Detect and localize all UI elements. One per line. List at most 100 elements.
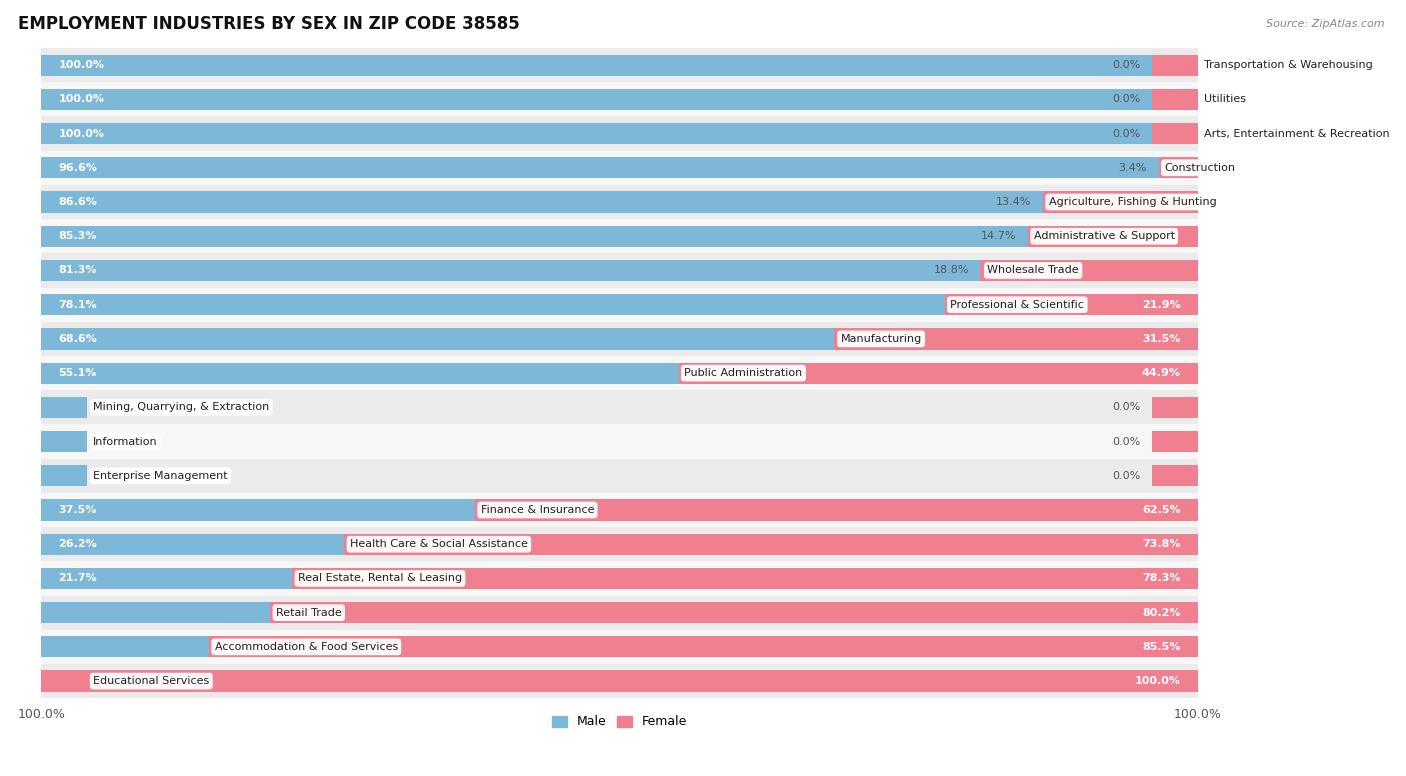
Text: 0.0%: 0.0%	[1112, 60, 1140, 70]
Bar	[41, 527, 1198, 561]
Bar	[41, 328, 835, 349]
Text: Finance & Insurance: Finance & Insurance	[481, 505, 595, 515]
Text: Administrative & Support: Administrative & Support	[1033, 231, 1175, 241]
Text: 86.6%: 86.6%	[59, 197, 97, 207]
Bar	[41, 465, 87, 487]
Text: 85.5%: 85.5%	[1142, 642, 1181, 652]
Text: 0.0%: 0.0%	[1112, 402, 1140, 412]
Bar	[41, 82, 1198, 116]
Bar	[344, 534, 1198, 555]
Text: Enterprise Management: Enterprise Management	[93, 471, 228, 481]
Bar	[834, 328, 1198, 349]
Text: 0.0%: 0.0%	[1112, 95, 1140, 104]
Text: Construction: Construction	[1164, 163, 1236, 173]
Bar	[1028, 226, 1198, 247]
Text: 0.0%: 0.0%	[1112, 129, 1140, 139]
Text: 78.1%: 78.1%	[59, 300, 97, 310]
Bar	[41, 356, 1198, 390]
Text: 13.4%: 13.4%	[995, 197, 1032, 207]
Bar	[41, 116, 1198, 151]
Bar	[679, 362, 1198, 383]
Text: 85.3%: 85.3%	[59, 231, 97, 241]
Bar	[41, 88, 1198, 110]
Text: 0.0%: 0.0%	[98, 676, 127, 686]
Text: 44.9%: 44.9%	[1142, 368, 1181, 378]
Bar	[41, 670, 1198, 691]
Bar	[1152, 54, 1198, 76]
Bar	[980, 260, 1198, 281]
Text: Wholesale Trade: Wholesale Trade	[987, 265, 1078, 275]
Bar	[41, 226, 1028, 247]
Bar	[475, 500, 1198, 521]
Bar	[41, 48, 1198, 82]
Text: Utilities: Utilities	[1204, 95, 1246, 104]
Bar	[1152, 431, 1198, 452]
Text: 68.6%: 68.6%	[59, 334, 97, 344]
Bar	[41, 493, 1198, 527]
Text: 100.0%: 100.0%	[59, 60, 104, 70]
Bar	[1152, 397, 1198, 418]
Bar	[41, 424, 1198, 459]
Bar	[41, 397, 87, 418]
Text: 19.8%: 19.8%	[281, 608, 318, 618]
Bar	[41, 294, 945, 315]
Text: Accommodation & Food Services: Accommodation & Food Services	[215, 642, 398, 652]
Text: 0.0%: 0.0%	[98, 471, 127, 481]
Bar	[41, 636, 209, 657]
Bar	[41, 185, 1198, 219]
Text: Mining, Quarrying, & Extraction: Mining, Quarrying, & Extraction	[93, 402, 270, 412]
Text: 18.8%: 18.8%	[934, 265, 969, 275]
Bar	[209, 636, 1198, 657]
Text: Information: Information	[93, 437, 157, 446]
Bar	[41, 253, 1198, 288]
Bar	[1152, 123, 1198, 144]
Text: Public Administration: Public Administration	[685, 368, 803, 378]
Bar	[1043, 192, 1198, 213]
Text: 0.0%: 0.0%	[98, 402, 127, 412]
Text: Health Care & Social Assistance: Health Care & Social Assistance	[350, 539, 527, 549]
Bar	[41, 219, 1198, 253]
Bar	[41, 260, 981, 281]
Text: Professional & Scientific: Professional & Scientific	[950, 300, 1084, 310]
Text: 37.5%: 37.5%	[59, 505, 97, 515]
Bar	[41, 288, 1198, 322]
Bar	[41, 322, 1198, 356]
Bar	[41, 670, 87, 691]
Text: 100.0%: 100.0%	[59, 95, 104, 104]
Text: 100.0%: 100.0%	[59, 129, 104, 139]
Bar	[270, 602, 1198, 623]
Bar	[41, 534, 344, 555]
Text: 73.8%: 73.8%	[1142, 539, 1181, 549]
Bar	[1152, 88, 1198, 110]
Bar	[41, 362, 679, 383]
Text: Educational Services: Educational Services	[93, 676, 209, 686]
Bar	[41, 664, 1198, 698]
Text: 62.5%: 62.5%	[1142, 505, 1181, 515]
Bar	[41, 459, 1198, 493]
Bar	[41, 158, 1159, 178]
Text: Agriculture, Fishing & Hunting: Agriculture, Fishing & Hunting	[1049, 197, 1216, 207]
Text: Real Estate, Rental & Leasing: Real Estate, Rental & Leasing	[298, 573, 463, 584]
Text: Manufacturing: Manufacturing	[841, 334, 922, 344]
Text: 55.1%: 55.1%	[59, 368, 97, 378]
Text: 14.7%: 14.7%	[981, 231, 1017, 241]
Text: 31.5%: 31.5%	[1142, 334, 1181, 344]
Bar	[41, 123, 1198, 144]
Text: 81.3%: 81.3%	[59, 265, 97, 275]
Bar	[41, 431, 87, 452]
Bar	[41, 568, 292, 589]
Text: 100.0%: 100.0%	[1135, 676, 1181, 686]
Text: 21.9%: 21.9%	[1142, 300, 1181, 310]
Bar	[945, 294, 1198, 315]
Text: 80.2%: 80.2%	[1142, 608, 1181, 618]
Bar	[41, 500, 475, 521]
Legend: Male, Female: Male, Female	[547, 710, 692, 733]
Text: Arts, Entertainment & Recreation: Arts, Entertainment & Recreation	[1204, 129, 1389, 139]
Text: 21.7%: 21.7%	[59, 573, 97, 584]
Text: 96.6%: 96.6%	[59, 163, 97, 173]
Bar	[41, 390, 1198, 424]
Bar	[41, 595, 1198, 630]
Text: 3.4%: 3.4%	[1119, 163, 1147, 173]
Bar	[292, 568, 1198, 589]
Text: 14.5%: 14.5%	[221, 642, 256, 652]
